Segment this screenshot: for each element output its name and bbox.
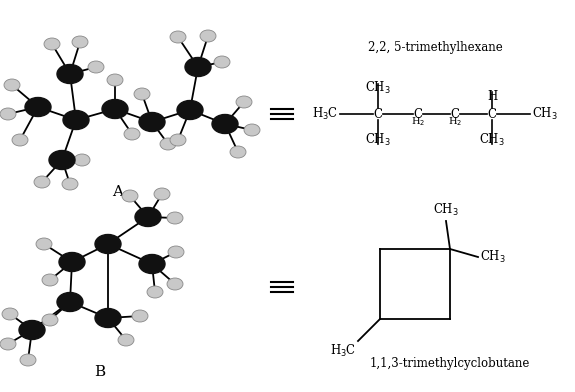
Text: CH$_3$: CH$_3$ bbox=[479, 132, 505, 148]
Ellipse shape bbox=[25, 98, 51, 116]
Ellipse shape bbox=[160, 138, 176, 150]
Ellipse shape bbox=[122, 190, 138, 202]
Ellipse shape bbox=[49, 151, 75, 169]
Ellipse shape bbox=[34, 176, 50, 188]
Ellipse shape bbox=[214, 56, 230, 68]
Text: H: H bbox=[487, 90, 497, 103]
Ellipse shape bbox=[44, 38, 60, 50]
Text: CH$_3$: CH$_3$ bbox=[532, 106, 558, 122]
Ellipse shape bbox=[42, 314, 58, 326]
Text: C: C bbox=[488, 107, 496, 120]
Ellipse shape bbox=[118, 334, 134, 346]
Text: CH$_3$: CH$_3$ bbox=[365, 80, 391, 96]
Text: H$_2$: H$_2$ bbox=[411, 115, 425, 128]
Text: C: C bbox=[413, 107, 423, 120]
Ellipse shape bbox=[42, 274, 58, 286]
Ellipse shape bbox=[139, 113, 165, 131]
Ellipse shape bbox=[170, 31, 186, 43]
Ellipse shape bbox=[57, 292, 83, 312]
Ellipse shape bbox=[0, 108, 16, 120]
Ellipse shape bbox=[185, 58, 211, 76]
Ellipse shape bbox=[0, 338, 16, 350]
Text: 1,1,3-trimethylcyclobutane: 1,1,3-trimethylcyclobutane bbox=[370, 358, 530, 370]
Ellipse shape bbox=[95, 309, 121, 327]
Ellipse shape bbox=[62, 178, 78, 190]
Ellipse shape bbox=[107, 74, 123, 86]
Text: H$_3$C: H$_3$C bbox=[312, 106, 338, 122]
Ellipse shape bbox=[59, 252, 85, 272]
Text: C: C bbox=[374, 107, 382, 120]
Ellipse shape bbox=[19, 321, 45, 339]
Ellipse shape bbox=[200, 30, 216, 42]
Ellipse shape bbox=[72, 36, 88, 48]
Ellipse shape bbox=[95, 234, 121, 254]
Ellipse shape bbox=[134, 88, 150, 100]
Text: B: B bbox=[94, 365, 106, 379]
Ellipse shape bbox=[124, 128, 140, 140]
Text: CH$_3$: CH$_3$ bbox=[365, 132, 391, 148]
Ellipse shape bbox=[20, 354, 36, 366]
Ellipse shape bbox=[236, 96, 252, 108]
Ellipse shape bbox=[102, 100, 128, 118]
Text: A: A bbox=[113, 185, 124, 199]
Ellipse shape bbox=[168, 246, 184, 258]
Ellipse shape bbox=[167, 278, 183, 290]
Ellipse shape bbox=[230, 146, 246, 158]
Ellipse shape bbox=[63, 111, 89, 129]
Ellipse shape bbox=[12, 134, 28, 146]
Ellipse shape bbox=[170, 134, 186, 146]
Text: CH$_3$: CH$_3$ bbox=[480, 249, 506, 265]
Ellipse shape bbox=[154, 188, 170, 200]
Ellipse shape bbox=[2, 308, 18, 320]
Text: H$_3$C: H$_3$C bbox=[330, 343, 356, 359]
Ellipse shape bbox=[244, 124, 260, 136]
Ellipse shape bbox=[167, 212, 183, 224]
Ellipse shape bbox=[74, 154, 90, 166]
Ellipse shape bbox=[177, 100, 203, 120]
Ellipse shape bbox=[139, 254, 165, 274]
Ellipse shape bbox=[212, 114, 238, 134]
Text: CH$_3$: CH$_3$ bbox=[433, 202, 459, 218]
Ellipse shape bbox=[88, 61, 104, 73]
Ellipse shape bbox=[132, 310, 148, 322]
Text: H$_2$: H$_2$ bbox=[448, 115, 462, 128]
Ellipse shape bbox=[57, 65, 83, 83]
Ellipse shape bbox=[147, 286, 163, 298]
Ellipse shape bbox=[36, 238, 52, 250]
Text: 2,2, 5-trimethylhexane: 2,2, 5-trimethylhexane bbox=[367, 40, 503, 53]
Ellipse shape bbox=[135, 207, 161, 227]
Text: C: C bbox=[450, 107, 459, 120]
Ellipse shape bbox=[4, 79, 20, 91]
